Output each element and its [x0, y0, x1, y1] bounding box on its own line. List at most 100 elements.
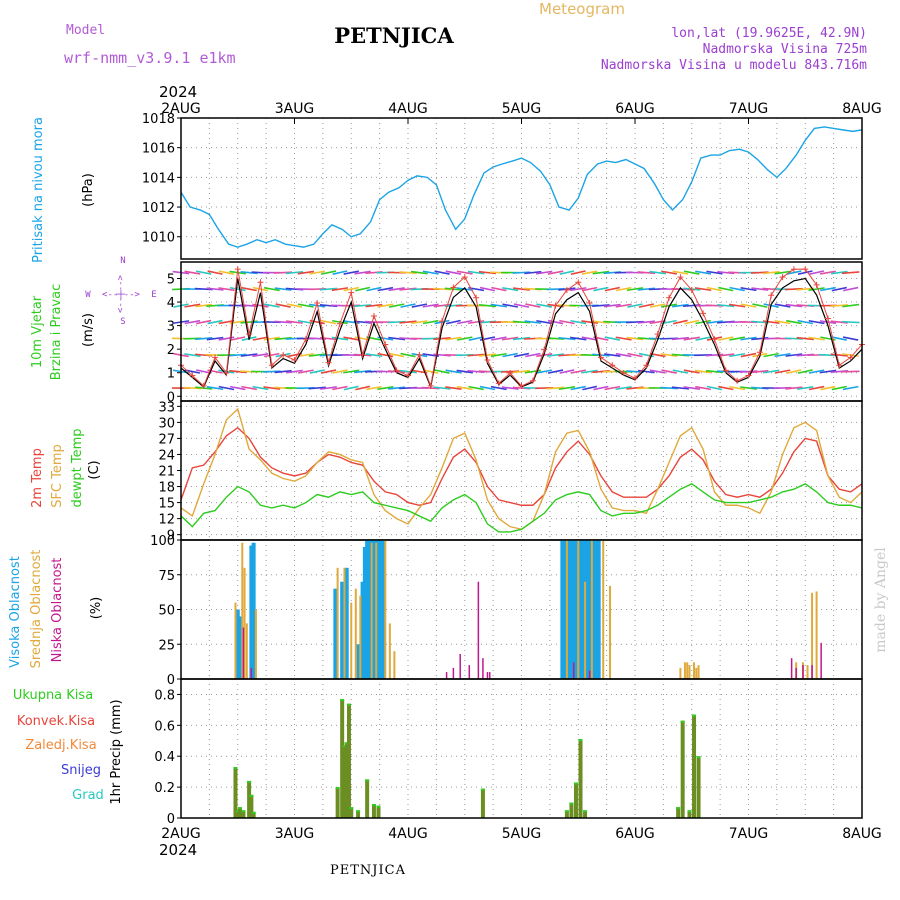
wind-gust-marker — [200, 382, 207, 389]
cloud-bar — [376, 540, 381, 679]
cloud-bar — [488, 672, 491, 679]
precip-bar-cap — [692, 714, 697, 717]
precip-bar — [251, 811, 256, 818]
wind-gust-marker — [484, 357, 491, 364]
temp-dewpt-label: dewpt Temp — [70, 428, 85, 507]
precip-bar-cap — [365, 779, 370, 782]
wind-barb — [570, 270, 586, 275]
cloud-bar — [242, 627, 245, 679]
precip-bar — [480, 788, 485, 818]
wind-barb — [263, 386, 281, 390]
cloud-bar — [562, 540, 567, 679]
wind-barb — [479, 286, 496, 292]
wind-barb — [784, 337, 803, 340]
wind-ytick-label: 2 — [167, 343, 175, 358]
wind-barb — [513, 352, 530, 358]
wind-barb — [252, 385, 269, 391]
temperature-series-line — [180, 426, 863, 506]
precip-bar-cap — [233, 767, 238, 770]
cloud-bar — [573, 540, 578, 679]
wind-barb — [252, 352, 269, 358]
precip-bar — [238, 807, 243, 818]
wind-barb — [729, 336, 745, 341]
wind-barb — [842, 336, 859, 341]
wind-barb — [581, 320, 598, 324]
wind-barb — [626, 386, 644, 390]
wind-barb — [774, 303, 791, 308]
precip-bar-cap — [480, 788, 485, 791]
wind-barb — [819, 369, 837, 374]
wind-barb — [740, 303, 757, 308]
wind-gust-marker — [518, 382, 525, 389]
cloud-bar — [588, 670, 591, 679]
wind-barb — [388, 386, 406, 390]
precip-bar — [335, 787, 340, 818]
wind-barb — [705, 369, 724, 374]
cloud-bar — [477, 581, 480, 679]
wind-barb — [478, 303, 497, 308]
cloud-bar — [367, 540, 372, 679]
wind-barb — [343, 286, 359, 292]
wind-barb — [661, 270, 677, 275]
cloud-bar — [578, 540, 583, 679]
wind-barb — [695, 270, 712, 275]
wind-barb — [683, 270, 700, 275]
wind-barb — [478, 353, 496, 357]
wind-barb — [718, 286, 734, 292]
wind-barb — [194, 337, 213, 341]
wind-barb — [309, 270, 326, 275]
wind-barb — [785, 303, 803, 308]
wind-barb — [467, 320, 485, 325]
wind-barb — [842, 385, 859, 391]
wind-barb — [637, 320, 655, 324]
date-label-bottom: 8AUG — [842, 826, 882, 842]
wind-barb — [797, 319, 814, 325]
wind-barb — [524, 369, 542, 374]
precip-conv-label: Konvek.Kisa — [17, 714, 95, 729]
wind-barb — [445, 369, 462, 374]
wind-barb — [604, 286, 620, 292]
wind-gust-marker — [654, 331, 661, 338]
cloud-bar — [585, 540, 590, 679]
temperature-ytick-label: 21 — [158, 465, 175, 480]
date-label-top: 6AUG — [615, 101, 655, 117]
wind-barb — [672, 303, 689, 308]
wind-barb — [672, 270, 689, 275]
wind-barb — [728, 303, 746, 308]
precip-bar-cap — [344, 742, 349, 745]
cloud-bar — [602, 540, 605, 679]
precip-ytick-label: 0.6 — [154, 719, 175, 734]
wind-gust-marker — [722, 367, 729, 374]
wind-barb — [831, 336, 847, 341]
cloud-bar — [482, 658, 484, 679]
cloud-bar — [343, 567, 346, 679]
wind-barb — [830, 270, 848, 275]
precip-bar — [676, 807, 681, 818]
precip-ytick-label: 0.4 — [154, 750, 175, 765]
cloud-bar — [378, 540, 383, 679]
wind-gust-marker — [336, 320, 343, 327]
wind-barb — [298, 369, 314, 374]
wind-barb — [355, 385, 370, 391]
cloud-bar — [580, 540, 585, 679]
clouds-ytick-label: 100 — [150, 534, 175, 549]
wind-barb — [751, 369, 769, 374]
wind-barb — [478, 270, 497, 275]
wind-barb — [229, 286, 246, 292]
wind-barb — [194, 287, 213, 291]
wind-barb — [331, 287, 349, 292]
wind-gust-marker — [768, 292, 775, 299]
wind-barb — [604, 336, 620, 341]
wind-gust-marker — [416, 351, 423, 358]
precip-bar — [371, 804, 376, 818]
date-label-top: 7AUG — [729, 101, 769, 117]
wind-gust-marker — [813, 281, 820, 288]
wind-barb — [672, 369, 689, 374]
wind-barb — [332, 369, 348, 374]
temperature-ytick-label: 30 — [158, 416, 175, 431]
cloud-bar — [572, 662, 575, 679]
precip-bar-cap — [371, 804, 376, 807]
date-label-top: 3AUG — [275, 101, 315, 117]
wind-barb — [184, 303, 201, 308]
wind-barb — [581, 270, 598, 275]
